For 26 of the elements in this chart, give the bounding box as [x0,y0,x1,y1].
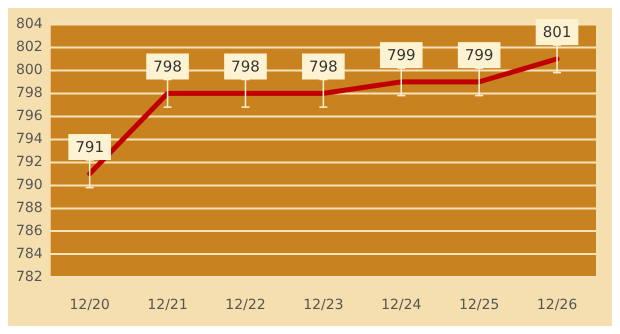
y-tick-label: 782 [16,268,43,285]
x-tick-label: 12/26 [536,297,578,314]
data-label: 801 [542,22,572,41]
x-tick-label: 12/21 [147,297,188,314]
data-label: 799 [386,46,416,64]
y-tick-label: 790 [16,176,43,193]
y-tick-label: 796 [16,108,43,124]
data-label: 798 [153,57,182,76]
x-tick-label: 12/25 [458,297,500,314]
y-tick-label: 786 [16,222,43,239]
y-tick-label: 788 [16,200,43,216]
y-tick-label: 798 [16,84,43,101]
y-tick-label: 784 [16,246,43,262]
y-tick-label: 802 [16,39,43,56]
y-tick-label: 792 [16,154,43,170]
y-tick-label: 800 [16,62,43,78]
y-tick-label: 794 [16,130,43,147]
data-label: 791 [75,138,104,156]
data-label: 798 [231,57,260,76]
x-tick-label: 12/23 [303,297,344,314]
y-tick-label: 804 [16,16,43,32]
x-tick-label: 12/22 [225,297,266,314]
x-tick-label: 12/24 [381,297,422,314]
data-label: 799 [464,46,494,64]
x-tick-label: 12/20 [69,297,110,314]
data-label: 798 [309,57,338,76]
